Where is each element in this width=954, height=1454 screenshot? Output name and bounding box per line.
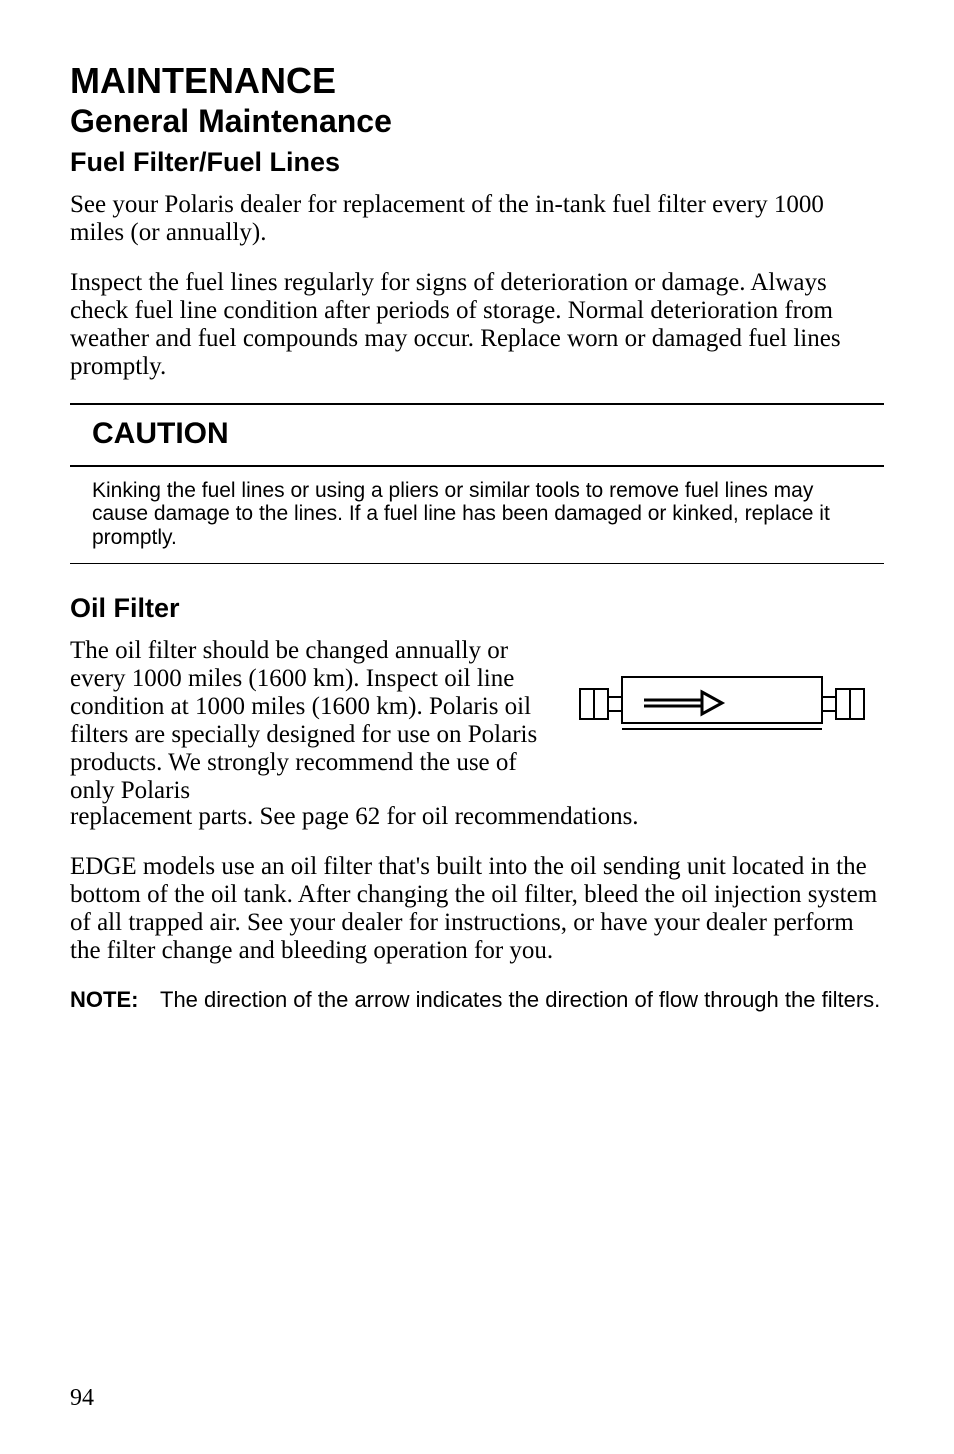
note-label: NOTE:: [70, 987, 160, 1013]
oil-filter-figure: [574, 659, 884, 754]
oil-paragraph-2: EDGE models use an oil filter that's bui…: [70, 853, 884, 965]
heading-oil-filter: Oil Filter: [70, 592, 884, 624]
heading-general-maintenance: General Maintenance: [70, 103, 884, 140]
manual-page: MAINTENANCE General Maintenance Fuel Fil…: [0, 0, 954, 1454]
caution-body: Kinking the fuel lines or using a pliers…: [70, 479, 884, 550]
caution-title: CAUTION: [70, 417, 884, 451]
note-row: NOTE: The direction of the arrow indicat…: [70, 987, 884, 1013]
heading-maintenance: MAINTENANCE: [70, 60, 884, 101]
page-number: 94: [70, 1385, 94, 1412]
oil-paragraph-1b: replacement parts. See page 62 for oil r…: [70, 803, 884, 831]
fuel-paragraph-1: See your Polaris dealer for replacement …: [70, 191, 884, 247]
note-text: The direction of the arrow indicates the…: [160, 987, 884, 1013]
oil-filter-row: The oil filter should be changed annuall…: [70, 637, 884, 805]
heading-fuel-filter-lines: Fuel Filter/Fuel Lines: [70, 146, 884, 178]
caution-block: CAUTION Kinking the fuel lines or using …: [70, 403, 884, 565]
caution-rule-mid: [70, 465, 884, 467]
oil-paragraph-1a: The oil filter should be changed annuall…: [70, 637, 550, 805]
caution-rule-top: [70, 403, 884, 405]
fuel-paragraph-2: Inspect the fuel lines regularly for sig…: [70, 269, 884, 381]
oil-filter-icon: [574, 659, 884, 749]
caution-rule-bottom: [70, 563, 884, 564]
